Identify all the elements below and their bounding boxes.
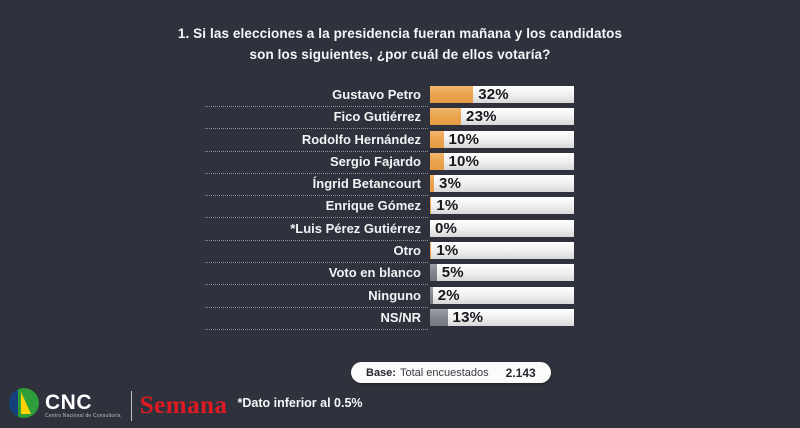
cnc-logo: CNC Centro Nacional de Consultoría <box>45 392 121 420</box>
bar-value: 23% <box>466 108 497 126</box>
row-label: Ninguno <box>205 287 428 308</box>
bar-value: 10% <box>448 152 480 170</box>
bar-value: 0% <box>435 219 458 237</box>
cnc-logo-text: CNC <box>45 390 92 414</box>
row-label: NS/NR <box>205 309 428 330</box>
logo-divider <box>130 390 132 421</box>
bar-value: 10% <box>448 130 480 148</box>
bar-fill <box>430 197 432 215</box>
base-text: Total encuestados <box>399 366 489 379</box>
base-value: 2.143 <box>505 365 536 380</box>
bar-track: 3% <box>430 175 574 193</box>
bar-fill <box>430 264 437 282</box>
chart-row: Ninguno 2% <box>205 286 575 309</box>
row-label: *Luis Pérez Gutiérrez <box>205 220 428 241</box>
chart-row: Íngrid Betancourt 3% <box>205 175 575 197</box>
bar-track: 23% <box>430 108 574 126</box>
bar-fill <box>430 130 444 148</box>
bar-fill <box>430 286 433 304</box>
row-label: Enrique Gómez <box>205 197 428 219</box>
bar-fill <box>430 242 432 260</box>
bar-chart: Gustavo Petro 32% Fico Gutiérrez 23% Rodolfo… <box>205 86 575 331</box>
row-label: Otro <box>205 242 428 264</box>
bar-track: 32% <box>430 86 574 103</box>
chart-row: Enrique Gómez 1% <box>205 197 575 219</box>
chart-row: Rodolfo Hernández 10% <box>205 130 575 153</box>
bar-track: 13% <box>430 308 574 326</box>
bar-track: 0% <box>430 219 574 237</box>
bar-track: 1% <box>430 242 574 260</box>
bar-value: 5% <box>441 264 464 282</box>
bar-value: 1% <box>436 197 459 215</box>
question-title: 1. Si las elecciones a la presidencia fu… <box>177 26 623 62</box>
base-label: Base: <box>366 366 396 379</box>
row-label: Íngrid Betancourt <box>205 175 428 197</box>
semana-logo: Semana <box>139 392 228 419</box>
base-badge: Base: Total encuestados 2.143 <box>351 362 551 383</box>
chart-row: Gustavo Petro 32% <box>205 86 575 108</box>
bar-value: 3% <box>439 175 462 193</box>
bar-track: 2% <box>430 286 574 304</box>
chart-row: Otro 1% <box>205 242 575 264</box>
bar-fill <box>430 175 435 193</box>
row-label: Voto en blanco <box>205 264 428 286</box>
bar-fill <box>430 308 448 326</box>
footnote: *Dato inferior al 0.5% <box>237 395 363 410</box>
chart-row: Fico Gutiérrez 23% <box>205 108 575 130</box>
row-label: Rodolfo Hernández <box>205 131 428 152</box>
bar-track: 1% <box>430 197 574 215</box>
cnc-tagline: Centro Nacional de Consultoría <box>45 412 121 419</box>
bar-value: 2% <box>437 286 460 304</box>
bar-value: 13% <box>452 308 484 326</box>
row-label: Gustavo Petro <box>205 86 428 107</box>
bar-value: 1% <box>436 242 459 260</box>
bar-track: 5% <box>430 264 574 282</box>
bar-fill <box>430 152 444 170</box>
bar-track: 10% <box>430 152 574 170</box>
chart-row: Sergio Fajardo 10% <box>205 152 575 175</box>
bar-track: 10% <box>430 130 574 148</box>
bar-fill <box>430 108 462 126</box>
cnc-logo-icon <box>8 387 40 424</box>
row-label: Fico Gutiérrez <box>205 108 428 130</box>
chart-row: NS/NR 13% <box>205 308 575 331</box>
bar-fill <box>430 86 474 103</box>
bar-value: 32% <box>478 86 509 103</box>
footer: CNC Centro Nacional de Consultoría Seman… <box>8 387 363 424</box>
row-label: Sergio Fajardo <box>205 153 428 174</box>
chart-row: Voto en blanco 5% <box>205 264 575 286</box>
chart-row: *Luis Pérez Gutiérrez 0% <box>205 219 575 242</box>
